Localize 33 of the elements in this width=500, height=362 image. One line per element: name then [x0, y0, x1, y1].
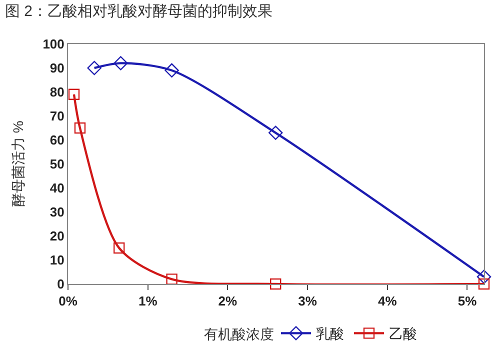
point: [270, 278, 282, 290]
x-tick-label: 4%: [378, 294, 398, 309]
x-tick-label: 0%: [58, 294, 78, 309]
y-tick-label: 30: [50, 204, 64, 220]
x-tick-label: 3%: [298, 294, 318, 309]
y-tick-label: 0: [57, 276, 64, 292]
point: [166, 274, 178, 285]
x-tick-label: 2%: [218, 294, 238, 309]
y-tick-label: 90: [50, 60, 64, 76]
y-tick-label: 50: [50, 156, 64, 172]
point: [87, 60, 102, 76]
point: [478, 278, 490, 290]
legend-label: 乙酸: [389, 326, 417, 342]
y-tick-label: 40: [50, 180, 64, 196]
y-tick-label: 10: [50, 252, 64, 268]
point: [268, 126, 283, 140]
chart-title: 图 2：乙酸相对乳酸对酵母菌的抑制效果: [5, 2, 273, 20]
y-tick-label: 80: [50, 84, 64, 100]
point: [68, 88, 80, 100]
point: [114, 242, 125, 254]
y-tick-label: 20: [50, 228, 64, 244]
point: [164, 63, 179, 78]
y-axis-title: 酵母菌活力 %: [10, 120, 26, 207]
legend-label: 乳酸: [316, 326, 344, 342]
x-tick-label: 1%: [138, 294, 158, 309]
point: [114, 56, 128, 70]
x-tick-label: 5%: [458, 294, 478, 309]
point: [476, 270, 492, 284]
y-tick-label: 60: [50, 132, 64, 148]
x-axis-title: 有机酸浓度: [204, 326, 274, 342]
y-tick-label: 100: [42, 36, 64, 52]
point: [74, 122, 86, 134]
y-tick-label: 70: [50, 108, 64, 124]
